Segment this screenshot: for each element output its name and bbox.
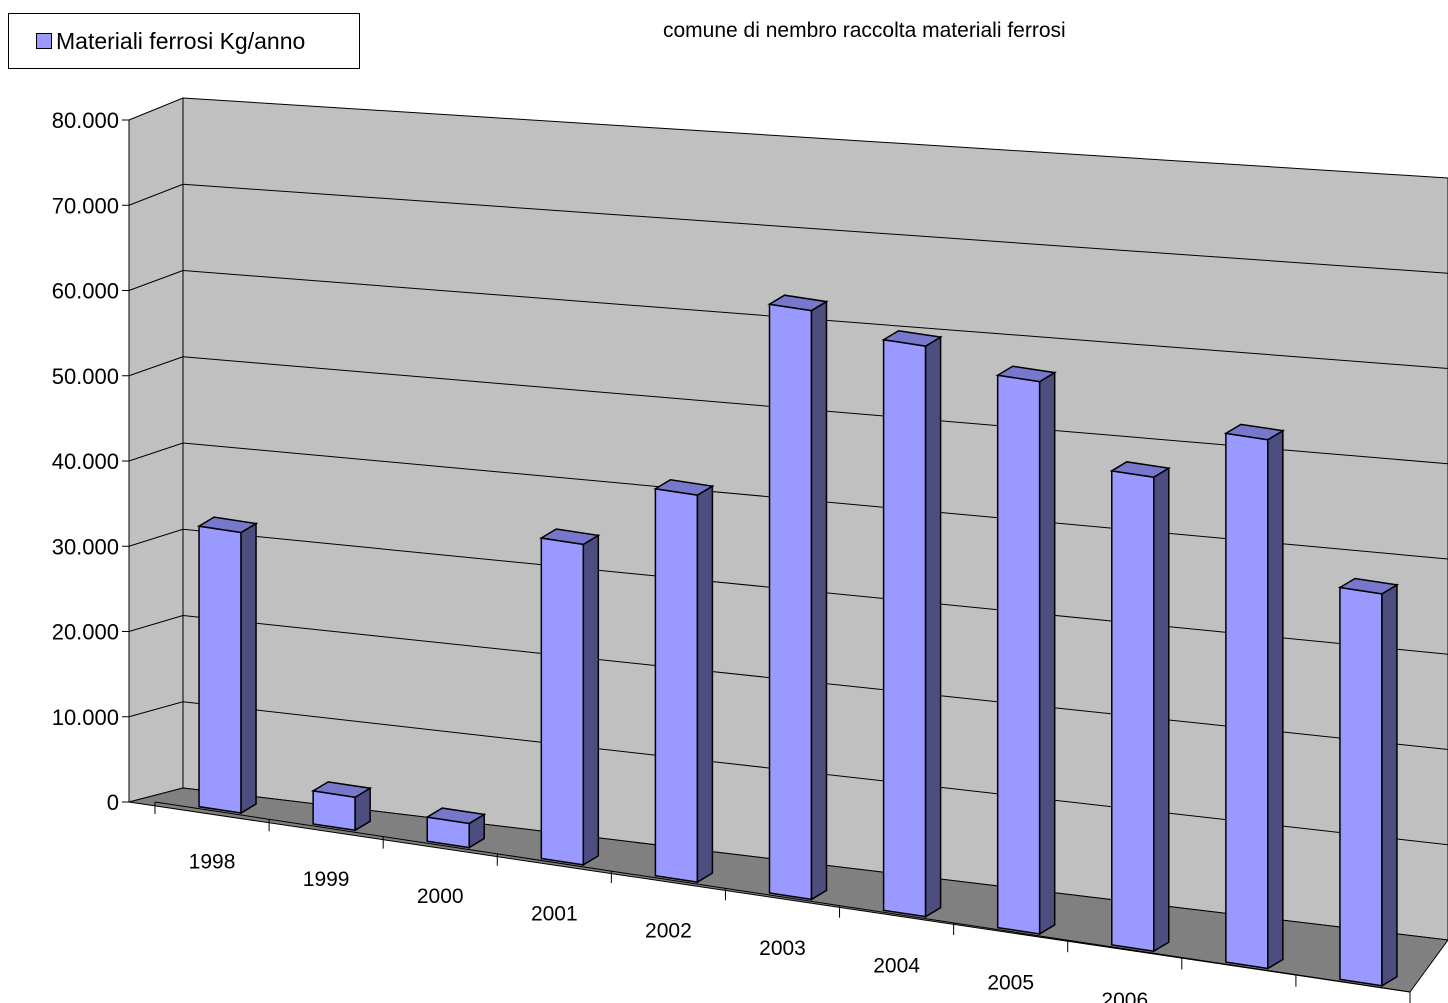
bar-top xyxy=(310,781,373,798)
bar-2005 xyxy=(995,365,1057,936)
bar-side xyxy=(810,300,828,901)
bar-front xyxy=(1111,469,1155,953)
y-tick-label: 50.000 xyxy=(52,364,119,389)
x-axis-line xyxy=(154,801,1411,993)
bar-top xyxy=(1109,461,1171,478)
bar-2000 xyxy=(425,807,487,849)
x-tick-label: 1999 xyxy=(303,868,350,891)
bars xyxy=(196,294,1400,988)
bar-side xyxy=(1381,583,1398,988)
bar-front xyxy=(198,525,242,814)
gridline-side xyxy=(128,442,184,462)
bar-side xyxy=(582,534,600,867)
bar-side xyxy=(1153,466,1170,953)
chart-title: comune di nembro raccolta materiali ferr… xyxy=(663,19,1066,42)
bar-2002 xyxy=(653,478,715,884)
bar-front xyxy=(768,303,813,901)
y-tick-label: 40.000 xyxy=(52,449,119,474)
bar-top xyxy=(425,807,487,825)
bar-top xyxy=(995,365,1057,383)
x-tick-label: 1998 xyxy=(189,851,236,874)
bar-2007 xyxy=(1223,423,1286,970)
bar-2006 xyxy=(1109,461,1171,953)
gridline-side xyxy=(128,615,184,632)
gridline-side xyxy=(128,528,184,547)
x-tick-label: 2005 xyxy=(987,972,1034,995)
bar-top xyxy=(1337,577,1400,595)
gridline xyxy=(182,183,1448,274)
bar-front xyxy=(1225,432,1269,970)
legend: Materiali ferrosi Kg/anno xyxy=(8,13,360,69)
bar-top xyxy=(1223,423,1286,441)
bar-front xyxy=(996,374,1041,935)
y-axis: 80.000 70.000 60.000 50.000 40.000 30.000 20.0… xyxy=(52,108,130,815)
legend-label: Materiali ferrosi Kg/anno xyxy=(56,28,306,54)
y-tick-label: 60.000 xyxy=(52,279,119,304)
x-tick-label: 2006 xyxy=(1101,989,1148,1003)
x-tick-label: 2001 xyxy=(531,902,578,925)
bar-2004 xyxy=(881,329,943,918)
bar-top xyxy=(653,478,715,496)
bar-2001 xyxy=(539,528,601,867)
x-axis: 1998199920002001200220032004200520062007… xyxy=(154,801,1411,1003)
x-tick-label: 2003 xyxy=(759,937,806,960)
bar-top xyxy=(539,528,601,546)
bar-top xyxy=(881,329,943,347)
gridline-side xyxy=(128,701,184,718)
bar-front xyxy=(654,487,699,883)
bar-2003 xyxy=(767,294,829,901)
bar-side xyxy=(696,484,714,884)
left-wall xyxy=(128,97,184,803)
y-tick-label: 20.000 xyxy=(52,620,119,645)
x-tick-label: 2000 xyxy=(417,885,464,908)
y-tick-label: 30.000 xyxy=(52,534,119,559)
bar-side xyxy=(1267,429,1284,970)
bar-1999 xyxy=(310,781,373,832)
bar-front xyxy=(882,338,927,918)
y-tick-label: 80.000 xyxy=(52,108,119,133)
gridline-side xyxy=(128,183,184,206)
bar-side xyxy=(1038,371,1056,936)
bar-front xyxy=(1339,586,1383,987)
bar-side xyxy=(240,522,257,815)
bar-top xyxy=(196,516,259,534)
bar-2008 xyxy=(1337,577,1400,988)
bar-side xyxy=(924,335,942,918)
gridline-side xyxy=(128,356,184,377)
legend-swatch xyxy=(36,33,52,49)
bar-top xyxy=(767,294,829,312)
x-tick-label: 2002 xyxy=(645,920,692,943)
y-tick-label: 10.000 xyxy=(52,705,119,730)
y-tick-label: 0 xyxy=(107,790,119,815)
bar-front xyxy=(540,537,585,866)
bar-1998 xyxy=(196,516,259,815)
y-tick-label: 70.000 xyxy=(52,193,119,218)
gridline-side xyxy=(128,270,184,291)
x-tick-label: 2004 xyxy=(873,954,920,977)
